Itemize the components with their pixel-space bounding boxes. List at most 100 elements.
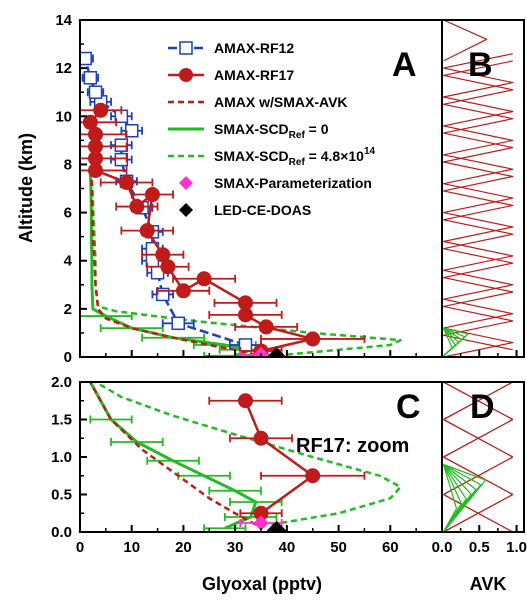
panel-C: 0.0 0.5 1.0 1.5 2.0 0 10 20 30 40 50 60 C RF17: zoo…: [51, 374, 443, 556]
avk-green-curve: [443, 463, 487, 532]
series-smax-scd-0-line: [88, 382, 258, 530]
avk-green-curve: [442, 327, 469, 357]
panel-D-plot-area: [442, 382, 514, 532]
avk-red-top: [443, 20, 488, 62]
avk-red-diagonal: [443, 418, 514, 458]
legend-label: SMAX-SCDRef = 0: [214, 121, 329, 141]
series-amax-rf17-point: [93, 102, 109, 118]
x-tick-label: 40: [279, 539, 296, 556]
panel-C-plot-area: [88, 382, 402, 532]
series-amax-rf17-point: [82, 114, 98, 130]
x-tick-label: 10: [123, 539, 140, 556]
legend-label: AMAX-RF17: [214, 67, 294, 83]
legend-item-amax-w-smax-avk: AMAX w/SMAX-AVK: [168, 94, 348, 110]
series-amax-rf12-point: [124, 123, 139, 138]
legend-marker: [179, 68, 193, 82]
legend-item-smax-scd-0: SMAX-SCDRef = 0: [168, 121, 329, 141]
legend-label-suffix: = 4.8×10: [305, 148, 364, 164]
legend-item-amax-rf17: AMAX-RF17: [168, 67, 294, 83]
x-axis-label: Glyoxal (pptv): [202, 574, 322, 594]
panel-A-plot-area: [80, 51, 402, 357]
series-amax-rf12-point: [238, 338, 253, 352]
panel-D-frame: [441, 381, 525, 533]
y-tick-label: 8: [64, 156, 72, 173]
y-tick-label: 2: [64, 301, 72, 318]
y-tick-label: 10: [55, 108, 72, 125]
series-amax-rf12-point: [83, 71, 98, 85]
series-amax-rf12-point: [80, 51, 92, 66]
legend-label: AMAX-RF12: [214, 40, 294, 56]
y-tick-label: 14: [55, 12, 72, 29]
legend-label-main: LED-CE-DOAS: [214, 202, 311, 218]
series-amax-rf17-point: [305, 331, 321, 347]
legend-label-sup: 14: [364, 146, 376, 157]
y-tick-label: 1.5: [51, 412, 72, 429]
legend-item-smax-scd-4-8-1014: SMAX-SCDRef = 4.8×1014: [168, 146, 376, 168]
x-tick-label: 50: [330, 539, 347, 556]
panel-C-ticks: 0.0 0.5 1.0 1.5 2.0 0 10 20 30 40 50 60: [51, 374, 417, 556]
legend-label: SMAX-SCDRef = 4.8×1014: [214, 146, 376, 168]
panel-A-label: A: [392, 46, 417, 84]
panel-D: 0.0 0.5 1.0 D: [432, 381, 527, 556]
series-amax-rf12-point: [114, 138, 129, 152]
legend-label-main: SMAX-Parameterization: [214, 175, 372, 191]
legend-marker: [179, 41, 193, 55]
panel-A-legend: AMAX-RF12 AMAX-RF17 AMAX w/SMAX-AVK SMAX-SC…: [168, 40, 376, 218]
panel-B-label: B: [468, 46, 493, 84]
legend-label-sub: Ref: [289, 157, 306, 168]
panel-B-plot-area: [442, 20, 514, 357]
series-amax-rf17-point: [155, 247, 171, 263]
series-led-ce-doas-point: [266, 347, 287, 357]
avk-red-zigzag-a: [442, 53, 514, 357]
series-smax-scd-dashed-line: [94, 382, 402, 526]
panel-A: 0 2 4 6 8 10 12 14 A AMAX-RF12 AMAX-RF17 AMAX w/S…: [55, 12, 443, 366]
legend-marker: [179, 176, 193, 190]
legend-label-main: SMAX-SCD: [214, 121, 289, 137]
x-tick-label: 20: [175, 539, 192, 556]
series-amax-rf12-point: [88, 85, 103, 99]
legend-label: SMAX-Parameterization: [214, 175, 372, 191]
x-tick-label: 0.5: [469, 539, 490, 556]
x-tick-label: 1.0: [506, 539, 527, 556]
series-amax-smax-avk-line: [89, 382, 257, 526]
legend-item-amax-rf12: AMAX-RF12: [168, 40, 294, 56]
legend-label-main: AMAX-RF12: [214, 40, 294, 56]
series-amax-rf17-point: [237, 393, 253, 409]
series-amax-rf17-point: [258, 319, 274, 335]
series-amax-rf17-point: [305, 468, 321, 484]
panel-C-label: C: [396, 388, 421, 426]
panel-C-annotation: RF17: zoom: [296, 435, 409, 457]
panel-D-ticks: 0.0 0.5 1.0: [432, 525, 527, 556]
legend-label-suffix: = 0: [305, 121, 329, 137]
y-axis-label: Altitude (km): [16, 133, 36, 243]
y-tick-label: 12: [55, 60, 72, 77]
series-amax-rf17-line: [244, 400, 314, 515]
series-amax-rf17-point: [175, 283, 191, 299]
y-tick-label: 0: [64, 349, 72, 366]
avk-red-diagonal: [443, 456, 514, 496]
panel-B: B: [441, 19, 525, 358]
avk-red-diagonal: [443, 382, 514, 421]
series-amax-rf17-point: [237, 295, 253, 311]
y-tick-label: 6: [64, 205, 72, 222]
legend-label-main: AMAX-RF17: [214, 67, 294, 83]
legend-label: LED-CE-DOAS: [214, 202, 311, 218]
y-tick-label: 4: [64, 253, 73, 270]
legend-label-sub: Ref: [289, 130, 306, 141]
legend-item-led-ce-doas: LED-CE-DOAS: [179, 202, 311, 218]
panel-B-ticks: [441, 350, 518, 357]
series-amax-rf17-point: [129, 199, 145, 215]
avk-red-zigzag-b: [442, 60, 514, 351]
panel-D-label: D: [470, 388, 495, 426]
x-tick-label: 60: [382, 539, 399, 556]
x-tick-label: 30: [227, 539, 244, 556]
legend-marker: [179, 203, 193, 217]
y-tick-label: 0.0: [51, 524, 72, 541]
series-led-ce-doas-point: [266, 520, 287, 532]
x-tick-label: 0.0: [432, 539, 453, 556]
legend-item-smax-parameterization: SMAX-Parameterization: [179, 175, 372, 191]
y-tick-label: 2.0: [51, 374, 72, 391]
series-amax-rf12-point: [171, 316, 186, 331]
legend-label-main: AMAX w/SMAX-AVK: [214, 94, 348, 110]
